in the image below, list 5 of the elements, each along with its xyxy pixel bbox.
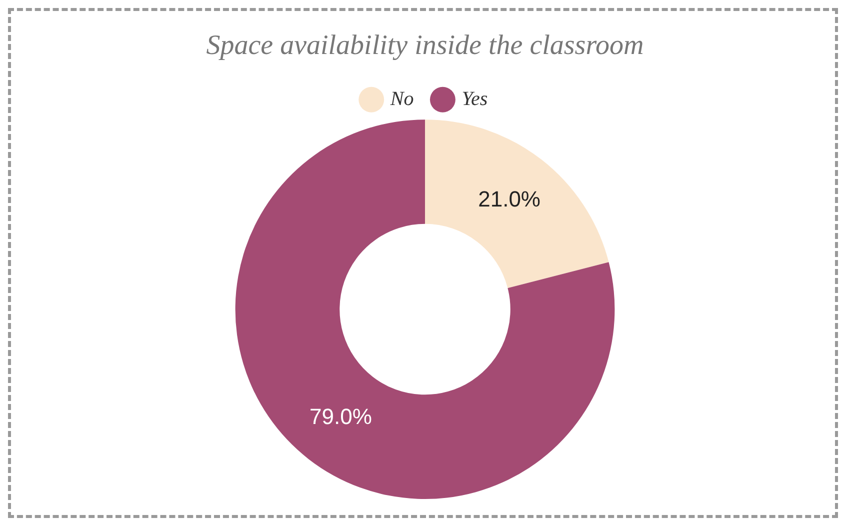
data-label: 79.0% bbox=[310, 404, 372, 430]
chart-title: Space availability inside the classroom bbox=[206, 30, 644, 62]
legend-label: No bbox=[389, 88, 414, 110]
data-label: 21.0% bbox=[478, 186, 540, 212]
legend-label: Yes bbox=[462, 88, 488, 110]
